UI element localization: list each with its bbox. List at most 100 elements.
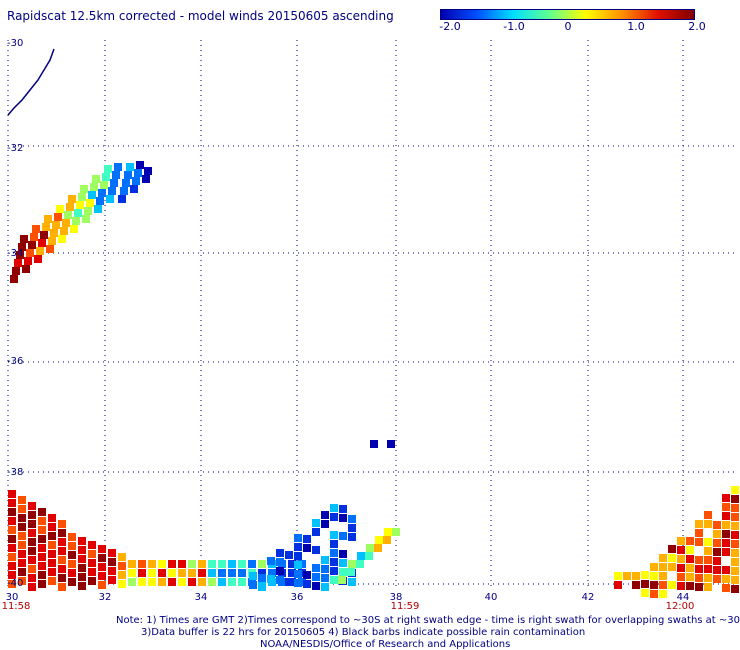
wind-cell <box>118 571 126 579</box>
wind-cell <box>392 528 400 536</box>
wind-cell <box>303 580 311 588</box>
wind-cell <box>48 523 56 531</box>
wind-cell <box>38 580 46 588</box>
wind-cell <box>731 585 739 593</box>
lon-label: 42 <box>581 592 595 603</box>
wind-cell <box>722 566 730 574</box>
wind-cell <box>659 554 667 562</box>
wind-cell <box>38 535 46 543</box>
wind-cell <box>339 568 347 576</box>
wind-cell <box>704 556 712 564</box>
wind-cell <box>321 556 329 564</box>
wind-cell <box>704 538 712 546</box>
wind-cell <box>686 546 694 554</box>
wind-cell <box>88 559 96 567</box>
wind-cell <box>98 554 106 562</box>
wind-cell <box>108 549 116 557</box>
wind-cell <box>668 563 676 571</box>
attribution-line: NOAA/NESDIS/Office of Research and Appli… <box>260 639 511 650</box>
lon-label: 34 <box>194 592 208 603</box>
wind-cell <box>10 275 18 283</box>
wind-cell <box>78 555 86 563</box>
wind-cell <box>348 560 356 568</box>
wind-cell <box>312 528 320 536</box>
lat-label: -32 <box>7 143 24 154</box>
wind-cell <box>722 521 730 529</box>
wind-cell <box>148 560 156 568</box>
wind-cell <box>294 570 302 578</box>
wind-cell <box>8 553 16 561</box>
wind-cell <box>48 559 56 567</box>
wind-cell <box>26 249 34 257</box>
wind-cell <box>18 514 26 522</box>
wind-cell <box>668 545 676 553</box>
wind-cell <box>695 574 703 582</box>
color-scale-bar <box>440 9 695 20</box>
wind-cell <box>365 552 373 560</box>
wind-cell <box>330 540 338 548</box>
wind-cell <box>330 531 338 539</box>
wind-cell <box>713 530 721 538</box>
wind-cell <box>339 550 347 558</box>
wind-cell <box>188 578 196 586</box>
wind-cell <box>704 547 712 555</box>
wind-cell <box>68 551 76 559</box>
wind-cell <box>383 536 391 544</box>
wind-cell <box>98 545 106 553</box>
wind-cell <box>118 195 126 203</box>
wind-cell <box>668 554 676 562</box>
wind-cell <box>16 251 24 259</box>
wind-cell <box>28 502 36 510</box>
wind-cell <box>52 221 60 229</box>
wind-cell <box>288 569 296 577</box>
wind-cell <box>321 520 329 528</box>
wind-cell <box>68 533 76 541</box>
wind-cell <box>88 191 96 199</box>
wind-cell <box>348 578 356 586</box>
wind-cell <box>58 520 66 528</box>
wind-cell <box>48 550 56 558</box>
wind-cell <box>110 179 118 187</box>
wind-cell <box>258 569 266 577</box>
wind-cell <box>659 572 667 580</box>
wind-cell <box>168 578 176 586</box>
wind-cell <box>58 574 66 582</box>
wind-cell <box>312 519 320 527</box>
wind-cell <box>158 569 166 577</box>
wind-cell <box>722 539 730 547</box>
wind-cell <box>20 235 28 243</box>
wind-cell <box>68 569 76 577</box>
wind-cell <box>68 578 76 586</box>
wind-cell <box>78 546 86 554</box>
wind-cell <box>330 549 338 557</box>
wind-cell <box>18 523 26 531</box>
wind-cell <box>294 552 302 560</box>
wind-cell <box>641 580 649 588</box>
wind-cell <box>48 532 56 540</box>
wind-cell <box>208 569 216 577</box>
lat-lon-gridlines <box>7 40 735 590</box>
wind-cell <box>677 537 685 545</box>
wind-cell <box>623 572 631 580</box>
swath-time-label: 11:59 <box>390 601 420 612</box>
wind-cell <box>18 532 26 540</box>
wind-cell <box>38 526 46 534</box>
wind-cell <box>98 572 106 580</box>
wind-cell <box>288 560 296 568</box>
wind-cell <box>58 547 66 555</box>
wind-cell <box>8 526 16 534</box>
wind-cell <box>122 179 130 187</box>
wind-cell <box>84 207 92 215</box>
wind-cell <box>374 544 382 552</box>
wind-cell <box>303 535 311 543</box>
wind-cell <box>130 185 138 193</box>
wind-cell <box>267 575 275 583</box>
wind-cell <box>722 512 730 520</box>
wind-cell <box>330 576 338 584</box>
wind-cell <box>58 235 66 243</box>
wind-cell <box>695 556 703 564</box>
lon-label: 38 <box>389 592 403 603</box>
wind-cell <box>78 582 86 590</box>
wind-cell <box>731 522 739 530</box>
wind-cell <box>731 504 739 512</box>
